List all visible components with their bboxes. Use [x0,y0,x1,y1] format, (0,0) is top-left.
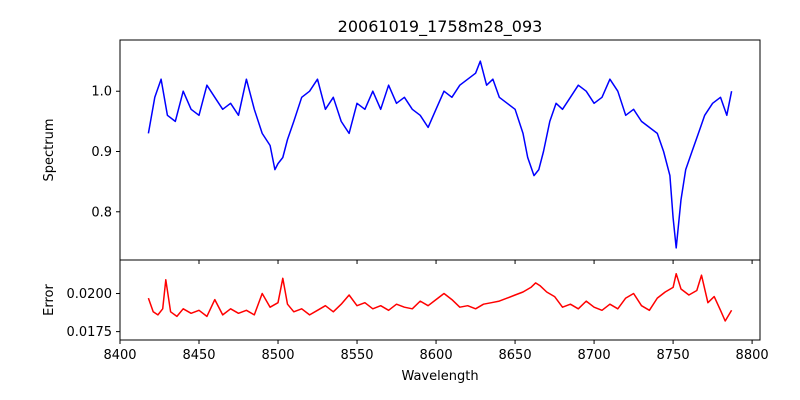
spectrum-y-tick-label: 0.8 [91,205,112,220]
spectrum-series-line [147,60,733,249]
x-axis-label: Wavelength [401,369,478,384]
error-y-axis-label: Error [42,284,57,316]
spectrum-y-axis-label: Spectrum [42,119,57,182]
error-y-ticks: 0.0175 0.0200 [67,287,120,340]
spectrum-plot-area [147,60,733,249]
error-panel: 0.0175 0.0200 8400 8450 8500 8550 8600 8650 870… [42,259,769,384]
x-tick-label: 8800 [736,348,769,363]
x-tick-label: 8650 [499,348,532,363]
x-tick-label: 8600 [420,348,453,363]
x-tick-label: 8400 [103,348,136,363]
x-tick-label: 8450 [182,348,215,363]
spectrum-y-tick-label: 0.9 [91,145,112,160]
spectrum-y-tick-label: 1.0 [91,85,112,100]
x-tick-label: 8500 [261,348,294,363]
x-tick-label: 8700 [578,348,611,363]
error-y-tick-label: 0.0200 [67,287,113,302]
error-plot-area [147,272,733,322]
error-series-line [147,272,733,322]
chart-title: 20061019_1758m28_093 [338,17,543,37]
x-tick-label: 8750 [657,348,690,363]
spectrum-y-ticks: 0.8 0.9 1.0 [91,85,120,220]
error-x-ticks: 8400 8450 8500 8550 8600 8650 8700 8750 8800 [103,340,769,363]
error-y-tick-label: 0.0175 [67,325,113,340]
x-tick-label: 8550 [340,348,373,363]
error-axes-frame [119,259,761,341]
